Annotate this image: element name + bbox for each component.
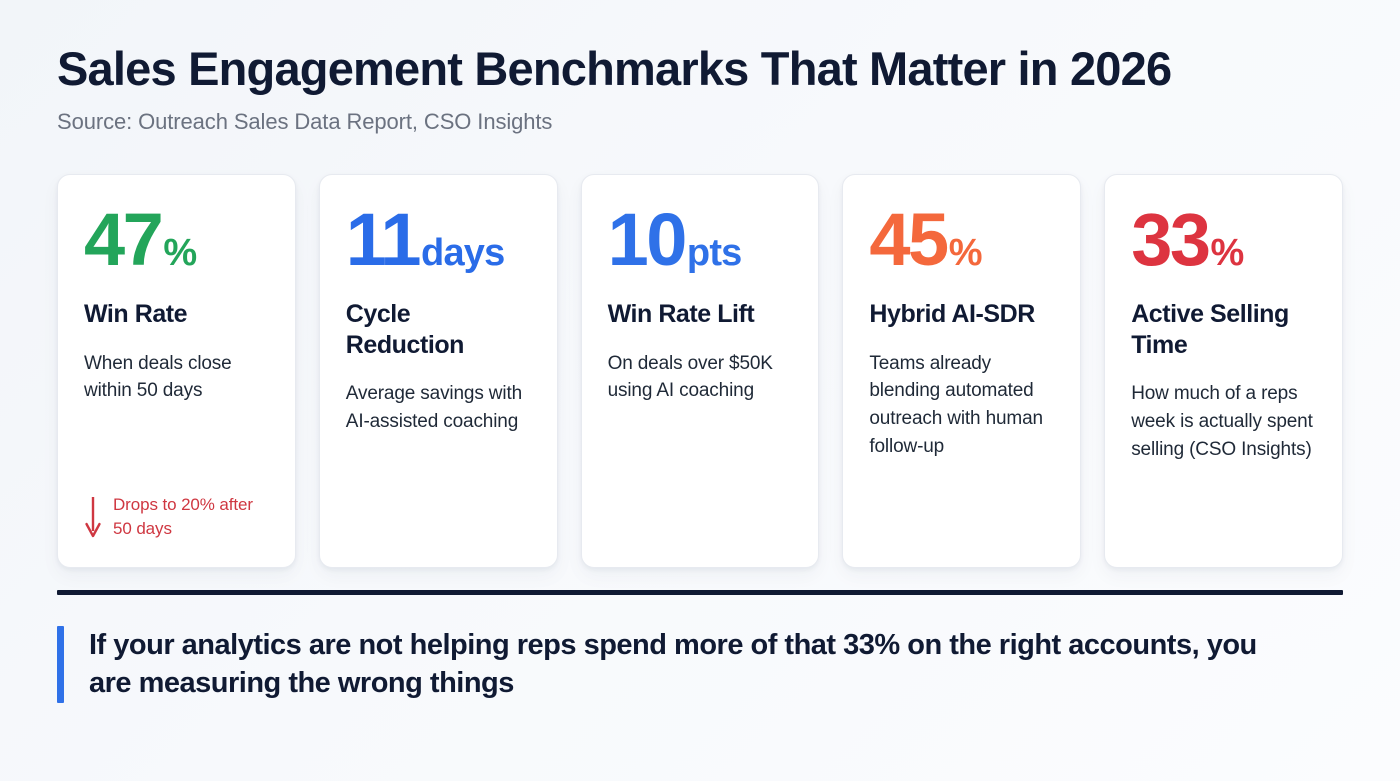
- stat-unit: pts: [686, 232, 742, 275]
- stat-figure: 45 %: [869, 203, 1054, 277]
- section-divider: [57, 590, 1343, 596]
- stat-unit: days: [421, 232, 505, 275]
- card-title: Hybrid AI-SDR: [869, 300, 1035, 329]
- card-title: Win Rate: [84, 300, 188, 329]
- stat-card-hybrid-ai-sdr: 45 % Hybrid AI-SDR Teams already blendin…: [842, 174, 1082, 569]
- stat-card-cycle-reduction: 11 days Cycle Reduction Average savings …: [318, 174, 558, 569]
- stat-figure: 33 %: [1131, 203, 1316, 277]
- stat-unit: %: [163, 232, 197, 275]
- card-note: Drops to 20% after 50 days: [84, 479, 269, 541]
- stat-card-row: 47 % Win Rate When deals close within 50…: [57, 174, 1343, 569]
- stat-card-win-rate-lift: 10 pts Win Rate Lift On deals over $50K …: [580, 174, 820, 569]
- stat-figure: 11 days: [346, 203, 531, 277]
- stat-card-active-selling-time: 33 % Active Selling Time How much of a r…: [1104, 174, 1343, 569]
- stat-unit: %: [948, 232, 983, 275]
- card-description: On deals over $50K using AI coaching: [607, 352, 773, 402]
- header: Sales Engagement Benchmarks That Matter …: [57, 0, 1343, 135]
- stat-value: 10: [607, 198, 688, 282]
- card-description: Teams already blending automated outreac…: [869, 352, 1043, 457]
- arrow-down-icon: [85, 496, 101, 538]
- card-title: Win Rate Lift: [607, 300, 755, 329]
- footer-callout: If your analytics are not helping reps s…: [57, 626, 1343, 703]
- callout-accent-bar: [57, 626, 64, 703]
- stat-value: 33: [1131, 198, 1211, 282]
- card-title: Active Selling Time: [1131, 300, 1289, 359]
- page-subtitle: Source: Outreach Sales Data Report, CSO …: [57, 108, 553, 134]
- card-note-text: Drops to 20% after 50 days: [113, 494, 253, 539]
- stat-card-win-rate: 47 % Win Rate When deals close within 50…: [57, 174, 296, 569]
- card-title: Cycle Reduction: [345, 300, 465, 359]
- stat-figure: 10 pts: [608, 203, 793, 277]
- card-description: How much of a reps week is actually spen…: [1131, 383, 1313, 460]
- stat-figure: 47 %: [84, 203, 269, 277]
- stat-value: 45: [869, 198, 949, 282]
- stat-unit: %: [1210, 232, 1245, 275]
- stat-value: 11: [345, 198, 422, 282]
- card-description: Average savings with AI-assisted coachin…: [345, 383, 522, 432]
- card-description: When deals close within 50 days: [84, 352, 232, 402]
- stat-value: 47: [84, 198, 164, 282]
- page-title: Sales Engagement Benchmarks That Matter …: [57, 42, 1172, 95]
- callout-text: If your analytics are not helping reps s…: [89, 629, 1257, 700]
